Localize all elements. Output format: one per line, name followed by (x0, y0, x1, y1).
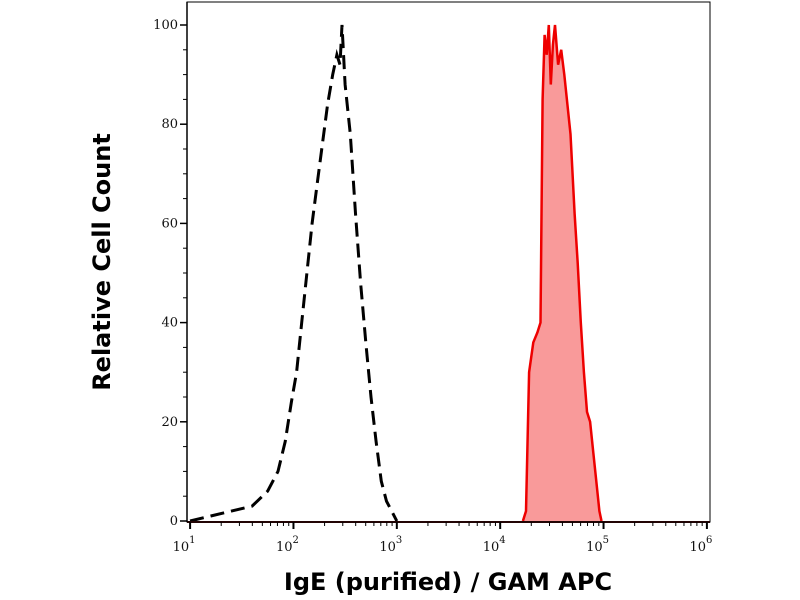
series-line-0 (189, 24, 399, 523)
y-tick-label: 100 (153, 18, 178, 33)
y-tick-label: 0 (170, 514, 178, 529)
y-axis: 0 20 40 60 80 100 (153, 2, 188, 529)
x-tick-label: 105 (586, 535, 609, 555)
x-tick-label: 102 (276, 535, 299, 555)
x-tick-label: 106 (689, 535, 712, 555)
series-layer (189, 24, 603, 523)
series-line-1 (521, 24, 603, 522)
x-tick-label: 103 (379, 535, 402, 555)
x-axis-label: IgE (purified) / GAM APC (284, 568, 612, 596)
y-tick-label: 80 (161, 117, 178, 132)
y-axis-label: Relative Cell Count (88, 133, 116, 391)
x-axis: 101 102 103 104 105 106 (173, 521, 712, 555)
y-tick-label: 20 (161, 415, 178, 430)
x-tick-label: 101 (173, 535, 196, 555)
x-tick-label: 104 (483, 535, 506, 555)
plot-border (186, 1, 711, 523)
y-tick-label: 60 (161, 216, 178, 231)
plot-frame (186, 1, 711, 523)
y-tick-label: 40 (161, 316, 178, 331)
